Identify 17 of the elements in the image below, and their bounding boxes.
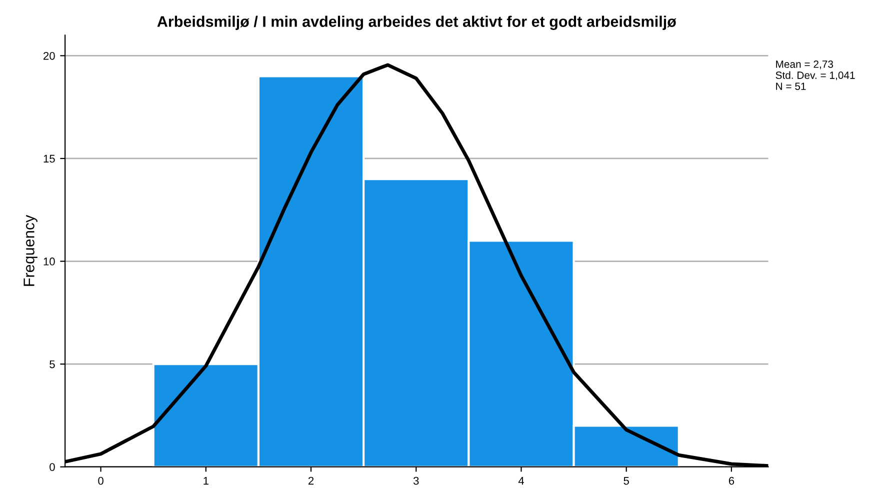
- x-tick-label: 4: [518, 476, 524, 485]
- x-tick-label: 3: [413, 476, 419, 485]
- y-axis-title: Frequency: [24, 214, 38, 286]
- y-tick-label: 5: [50, 360, 55, 368]
- text: Mean = 2,73: [776, 60, 834, 70]
- x-tick-label: 6: [728, 476, 734, 485]
- text: N = 51: [776, 82, 806, 90]
- chart-title: Arbeidsmiljø / I min avdeling arbeides det aktivt for et godt arbeidsmiljø: [157, 16, 676, 30]
- y-tick-label: 10: [44, 258, 55, 266]
- y-tick-label: 0: [50, 463, 55, 471]
- y-tick-label: 20: [44, 52, 55, 60]
- x-tick-label: 5: [624, 476, 629, 485]
- x-tick-label: 2: [308, 476, 314, 485]
- y-tick-label: 15: [44, 154, 55, 163]
- x-tick-label: 1: [204, 476, 208, 485]
- text: Std. Dev. = 1,041: [776, 71, 855, 80]
- x-tick-label: 0: [98, 476, 104, 485]
